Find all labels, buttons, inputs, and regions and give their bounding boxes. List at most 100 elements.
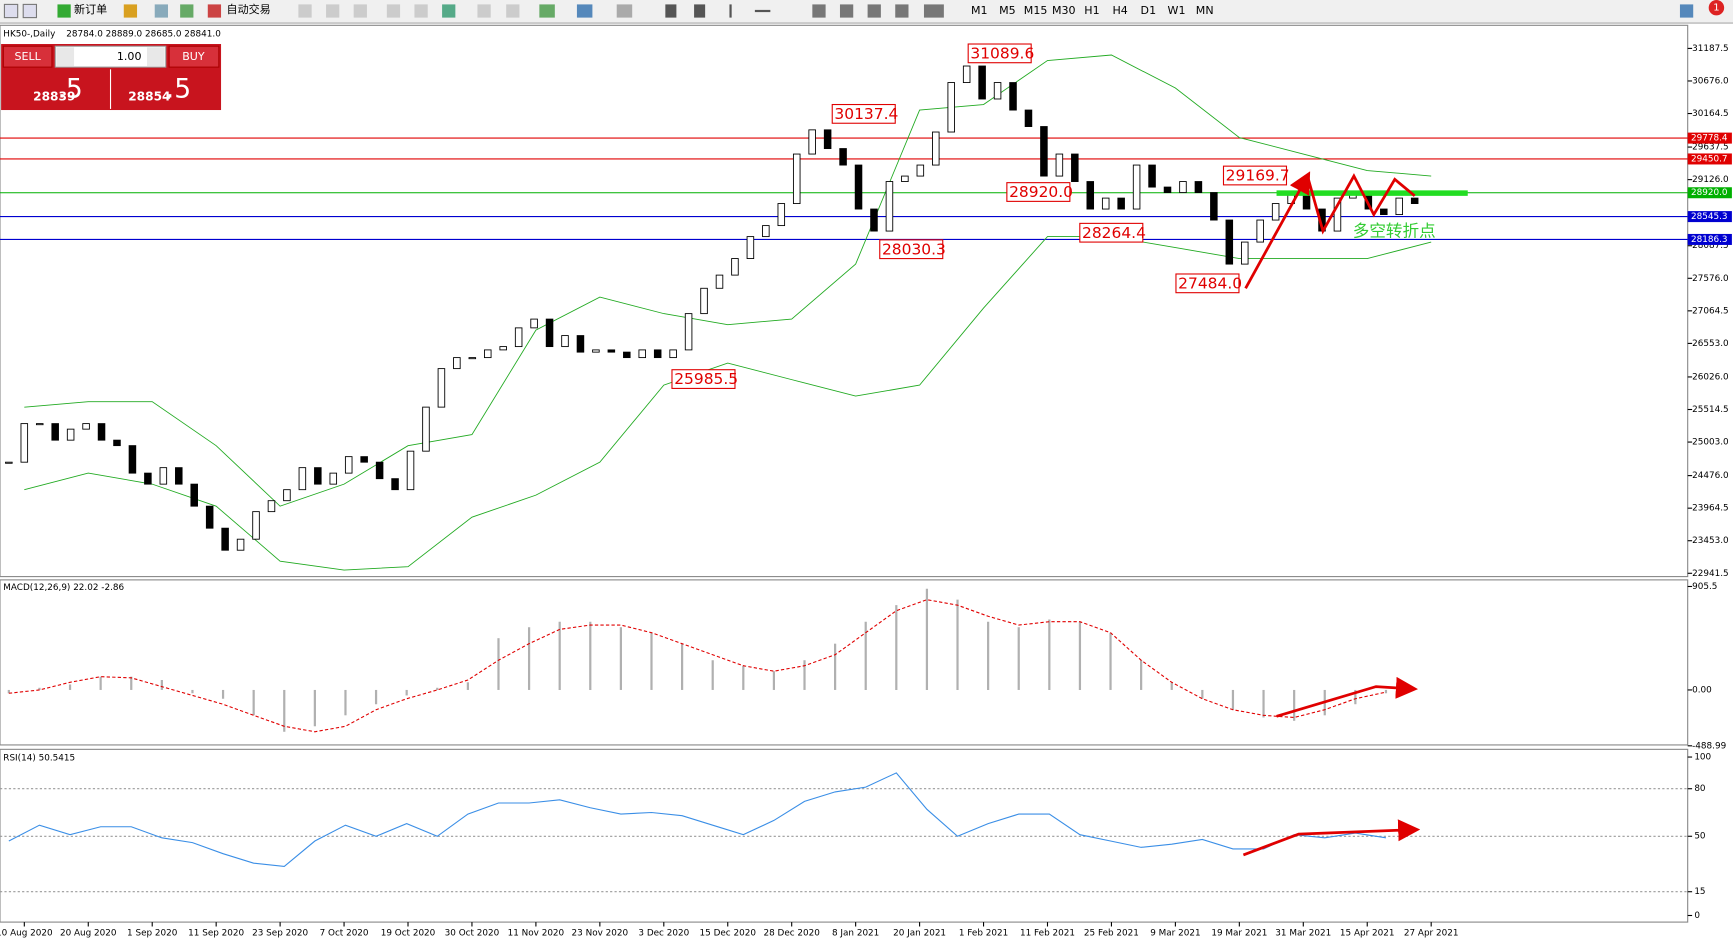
y-tick-label: 27576.0	[1692, 274, 1729, 284]
candle	[1132, 164, 1141, 210]
candle	[576, 335, 585, 353]
candle	[1055, 153, 1064, 177]
candle	[762, 225, 770, 238]
annotation: 28920.0	[1009, 183, 1073, 201]
toolbar	[0, 0, 1733, 24]
candle	[1225, 219, 1234, 265]
x-tick-label: 10 Aug 2020	[0, 929, 53, 939]
candle	[1256, 219, 1264, 243]
y-tick-label: 23964.5	[1692, 504, 1729, 514]
candle	[422, 406, 430, 452]
y-tick-label: 29637.5	[1692, 143, 1729, 153]
lot-input[interactable]	[54, 45, 167, 68]
annotation-box	[879, 239, 944, 260]
sell-label: SELL	[14, 50, 41, 63]
candle	[190, 483, 198, 507]
timeframe-button[interactable]: H4	[1112, 4, 1127, 17]
buy-price-tail: .5	[166, 74, 191, 105]
y-tick-label: -488.99	[1692, 741, 1726, 751]
candle	[406, 450, 415, 491]
alert-count: 1	[1713, 3, 1719, 14]
candle	[623, 351, 631, 359]
candle	[20, 423, 29, 463]
macd-signal	[8, 599, 1387, 733]
candle	[144, 472, 152, 485]
x-tick-label: 3 Dec 2020	[638, 929, 689, 939]
candle	[1148, 164, 1156, 188]
candle	[777, 203, 786, 227]
candle	[1210, 192, 1218, 221]
candle	[499, 346, 507, 351]
candle	[684, 313, 693, 351]
x-tick-label: 25 Feb 2021	[1084, 929, 1139, 939]
x-tick-label: 23 Nov 2020	[572, 929, 629, 939]
candle	[159, 467, 168, 485]
timeframe-button[interactable]: M1	[971, 4, 988, 17]
timeframe-button[interactable]: M15	[1024, 4, 1048, 17]
candle	[901, 175, 909, 182]
y-tick-label: 0.00	[1692, 685, 1712, 695]
price-level-tag	[1687, 153, 1732, 165]
candle	[484, 349, 492, 359]
x-tick-label: 11 Sep 2020	[188, 929, 244, 939]
candle	[113, 439, 121, 447]
macd-pane	[0, 579, 1689, 746]
bollinger-band	[24, 54, 1432, 507]
candle	[5, 461, 13, 464]
candle	[514, 327, 523, 348]
timeframe-button[interactable]: D1	[1141, 4, 1157, 17]
candle	[978, 65, 986, 100]
candle	[51, 423, 59, 441]
trend-arrows	[1242, 171, 1421, 857]
timeframe-button[interactable]: M5	[999, 4, 1016, 17]
candle	[993, 82, 1002, 100]
candle	[545, 318, 554, 348]
candle	[854, 164, 863, 210]
y-tick-label: 29126.0	[1692, 175, 1729, 185]
candle	[870, 208, 878, 232]
candle	[1009, 82, 1017, 111]
timeframe-button[interactable]: W1	[1168, 4, 1186, 17]
candle	[437, 368, 446, 408]
auto-trading-button[interactable]: 自动交易	[227, 2, 271, 16]
rsi-label: RSI(14) 50.5415	[3, 754, 75, 764]
candle	[66, 428, 75, 441]
annotation-box	[967, 43, 1032, 64]
x-tick-label: 15 Apr 2021	[1340, 929, 1395, 939]
y-tick-label: 25003.0	[1692, 438, 1729, 448]
new-order-button[interactable]: 新订单	[74, 2, 107, 16]
price-level-label: 28545.3	[1691, 212, 1728, 222]
y-tick-label: 27064.5	[1692, 306, 1729, 316]
candle	[916, 164, 925, 177]
x-tick-label: 19 Mar 2021	[1211, 929, 1267, 939]
candle	[607, 349, 616, 353]
y-tick-label: 31187.5	[1692, 44, 1729, 54]
timeframe-button[interactable]: M30	[1052, 4, 1076, 17]
candle	[808, 129, 816, 155]
candle	[885, 181, 894, 232]
sell-button[interactable]	[2, 45, 53, 68]
candle	[1271, 203, 1280, 221]
timeframe-button[interactable]: MN	[1196, 4, 1214, 17]
annotation-box	[1006, 182, 1071, 202]
x-tick-label: 15 Dec 2020	[700, 929, 757, 939]
price-level-label: 29450.7	[1691, 154, 1728, 164]
x-tick-label: 23 Sep 2020	[252, 929, 308, 939]
timeframe-bar: M1 M5 M15 M30 H1 H4 D1 W1 MN	[971, 4, 1214, 17]
buy-button[interactable]	[168, 45, 220, 68]
y-tick-label: 80	[1694, 784, 1706, 794]
chart-symbol: HK50-,Daily	[3, 30, 55, 40]
annotation: 31089.6	[970, 44, 1034, 62]
x-tick-label: 11 Nov 2020	[508, 929, 565, 939]
price-level-tag	[1687, 132, 1732, 144]
price-level-label: 29778.4	[1691, 134, 1728, 144]
bollinger-band	[24, 236, 1432, 571]
candle	[453, 357, 461, 370]
timeframe-button[interactable]: H1	[1084, 4, 1099, 17]
x-tick-label: 31 Mar 2021	[1275, 929, 1331, 939]
buy-price: 28854	[128, 89, 170, 103]
candle	[1194, 181, 1203, 193]
candle	[97, 423, 106, 441]
alert-badge[interactable]	[1708, 0, 1725, 16]
y-tick-label: 0	[1694, 911, 1700, 921]
